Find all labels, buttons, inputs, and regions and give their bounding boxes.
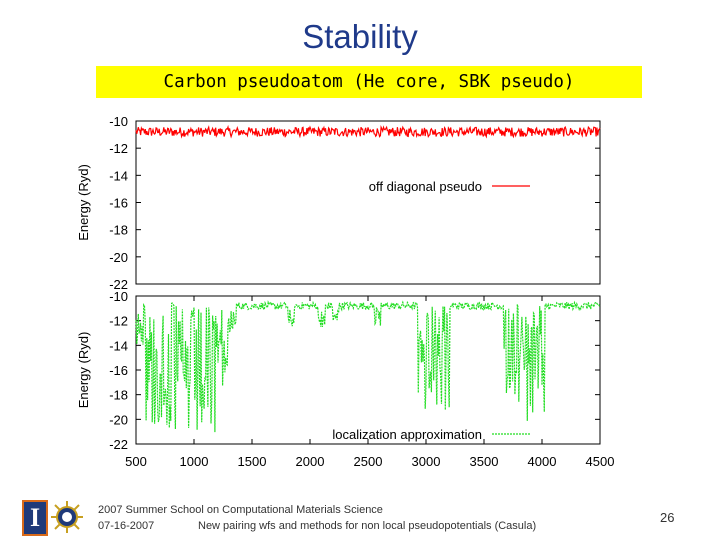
y-tick-label: -14 <box>109 338 128 353</box>
footer-date: 07-16-2007 <box>98 520 155 532</box>
y-tick-label: -16 <box>109 363 128 378</box>
x-tick-label: 500 <box>125 454 147 469</box>
y-tick-label: -10 <box>109 114 128 129</box>
y-axis-label: Energy (Ryd) <box>76 332 91 409</box>
x-tick-label: 3000 <box>412 454 441 469</box>
series-line-localization-approximation <box>135 300 601 433</box>
y-tick-label: -10 <box>109 289 128 304</box>
footer-school: 2007 Summer School on Computational Mate… <box>98 504 383 516</box>
legend-label: localization approximation <box>332 427 482 442</box>
energy-plot-figure: -10 -12 -14 -16 -18 -20 -22 Energy (Ryd) off dia… <box>70 104 625 480</box>
plot-frame-1 <box>135 120 601 285</box>
y-tick-label: -20 <box>109 250 128 265</box>
y-tick-label: -20 <box>109 412 128 427</box>
slide-subtitle: Carbon pseudoatom (He core, SBK pseudo) <box>96 66 642 98</box>
sun-seal-logo-icon <box>51 501 83 533</box>
y-tick-label: -12 <box>109 314 128 329</box>
x-tick-label: 1000 <box>180 454 209 469</box>
y-tick-label: -18 <box>109 388 128 403</box>
page-number: 26 <box>660 510 675 525</box>
y-axis-label: Energy (Ryd) <box>76 164 91 241</box>
x-tick-label: 1500 <box>238 454 267 469</box>
x-tick-label: 4500 <box>586 454 615 469</box>
x-tick-label: 2000 <box>296 454 325 469</box>
x-tick-label: 2500 <box>354 454 383 469</box>
x-tick-label: 3500 <box>470 454 499 469</box>
y-tick-label: -14 <box>109 168 128 183</box>
y-tick-label: -18 <box>109 223 128 238</box>
y-tick-label: -22 <box>109 437 128 452</box>
footer-talk-title: New pairing wfs and methods for non loca… <box>198 520 537 532</box>
x-tick-label: 4000 <box>528 454 557 469</box>
legend-label: off diagonal pseudo <box>369 179 482 194</box>
y-tick-label: -12 <box>109 141 128 156</box>
y-tick-label: -22 <box>109 277 128 292</box>
y-tick-label: -16 <box>109 196 128 211</box>
energy-chart-svg: -10 -12 -14 -16 -18 -20 -22 Energy (Ryd) off dia… <box>76 114 615 469</box>
university-logo-icon: I <box>22 500 48 536</box>
slide-title: Stability <box>302 18 418 55</box>
series-line-off-diagonal-pseudo <box>135 124 601 139</box>
